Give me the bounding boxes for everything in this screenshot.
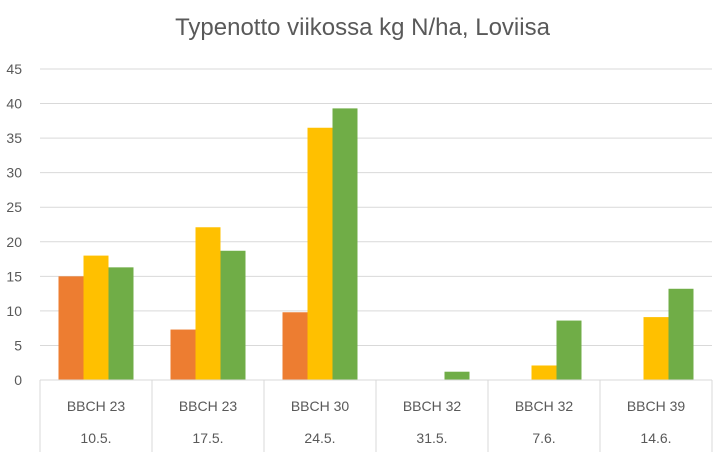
bars — [58, 108, 694, 380]
x-category-date: 10.5. — [80, 430, 111, 446]
x-category-stage: BBCH 23 — [67, 398, 126, 414]
bar-2-1 — [83, 255, 109, 380]
x-category-date: 14.6. — [640, 430, 671, 446]
bar-2-5 — [531, 365, 557, 380]
y-tick-label: 15 — [6, 268, 22, 284]
x-category-date: 31.5. — [416, 430, 447, 446]
x-category-date: 7.6. — [532, 430, 555, 446]
chart-title: Typenotto viikossa kg N/ha, Loviisa — [175, 14, 551, 41]
x-category-stage: BBCH 32 — [403, 398, 462, 414]
bar-1-3 — [282, 312, 308, 380]
x-category-date: 17.5. — [192, 430, 223, 446]
bar-2-3 — [307, 127, 333, 380]
y-tick-label: 5 — [14, 337, 22, 353]
bar-1-2 — [170, 329, 196, 380]
bar-2-6 — [643, 317, 669, 380]
bar-3-5 — [556, 320, 582, 380]
y-tick-label: 10 — [6, 303, 22, 319]
x-axis: BBCH 23 10.5. BBCH 23 17.5. BBCH 30 24.5. BBCH… — [39, 379, 713, 452]
bar-1-1 — [58, 276, 84, 380]
bar-3-1 — [108, 267, 134, 380]
x-category-stage: BBCH 23 — [179, 398, 238, 414]
x-category-stage: BBCH 30 — [291, 398, 350, 414]
bar-2-2 — [195, 227, 221, 380]
y-tick-label: 0 — [14, 372, 22, 388]
bar-3-3 — [332, 108, 358, 380]
bar-3-4 — [444, 371, 470, 380]
gridlines — [40, 68, 712, 346]
y-tick-label: 30 — [6, 165, 22, 181]
y-tick-label: 25 — [6, 199, 22, 215]
y-axis: 0 5 10 15 20 25 30 35 40 45 — [6, 61, 22, 388]
bar-3-2 — [220, 250, 246, 380]
x-category-date: 24.5. — [304, 430, 335, 446]
y-tick-label: 35 — [6, 130, 22, 146]
x-category-stage: BBCH 39 — [627, 398, 686, 414]
bar-3-6 — [668, 288, 694, 380]
x-category-stage: BBCH 32 — [515, 398, 574, 414]
y-tick-label: 45 — [6, 61, 22, 77]
y-tick-label: 40 — [6, 96, 22, 112]
y-tick-label: 20 — [6, 234, 22, 250]
